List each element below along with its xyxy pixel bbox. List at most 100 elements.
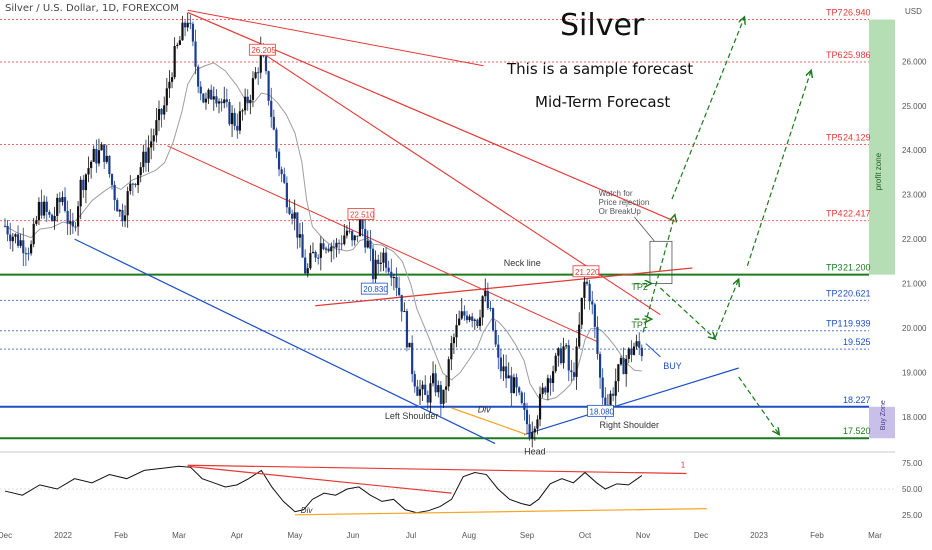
- watch-note: Price rejection: [599, 198, 650, 207]
- level-name: TP4: [826, 209, 843, 219]
- candle-body: [66, 210, 69, 224]
- candle-body: [58, 197, 61, 203]
- candle-body: [199, 86, 202, 94]
- level-value: 20.621: [843, 288, 871, 298]
- candle-body: [619, 358, 623, 365]
- candle-body: [505, 366, 508, 379]
- candle-body: [92, 148, 95, 162]
- candle-body: [468, 316, 471, 321]
- price-tick-label: 22.000: [902, 235, 927, 244]
- candle-body: [552, 371, 555, 384]
- candle-body: [225, 99, 228, 102]
- candle-body: [520, 392, 523, 404]
- osc-tick-label: 50.00: [902, 485, 923, 494]
- level-value: 24.129: [843, 132, 871, 142]
- candle-body: [518, 387, 521, 393]
- time-tick-label: 2023: [750, 531, 768, 540]
- candle-body: [450, 343, 453, 360]
- candle-body: [236, 125, 239, 131]
- price-label: 22.510: [350, 210, 375, 219]
- price-label-box: [360, 282, 388, 295]
- candle-body: [510, 375, 513, 393]
- candle-body: [536, 419, 539, 429]
- chart-title: Silver: [560, 8, 645, 43]
- candle-body: [131, 183, 134, 185]
- candle-body: [458, 318, 461, 326]
- candle-body: [489, 307, 492, 309]
- candle-body: [638, 341, 641, 348]
- time-tick-label: Jul: [406, 531, 416, 540]
- candle-body: [408, 342, 411, 348]
- watch-box: [649, 240, 673, 284]
- time-tick-label: Sep: [520, 531, 535, 540]
- candle-body: [121, 209, 124, 222]
- time-tick-label: Mar: [868, 531, 882, 540]
- candle-body: [387, 267, 390, 272]
- candle-body: [371, 248, 375, 280]
- candle-body: [238, 111, 241, 131]
- candle-body: [382, 252, 385, 263]
- candle-body: [178, 40, 181, 45]
- candle-body: [523, 403, 526, 410]
- price-label-box: [587, 404, 614, 417]
- candle-body: [356, 235, 359, 237]
- buy-pointer: [645, 343, 661, 358]
- candle-body: [601, 377, 604, 398]
- candle-body: [557, 348, 560, 356]
- candle-body: [210, 89, 213, 100]
- candle-body: [319, 243, 322, 258]
- candle-body: [45, 201, 48, 212]
- level-value: 19.525: [843, 337, 871, 347]
- candle-body: [228, 101, 231, 125]
- candle-body: [288, 207, 291, 214]
- candle-body: [343, 235, 346, 245]
- candle-body: [314, 251, 317, 258]
- candle-body: [635, 341, 638, 347]
- candle-body: [337, 242, 341, 244]
- price-label-box: [572, 265, 600, 278]
- time-tick-label: 2022: [54, 531, 72, 540]
- candle-body: [364, 229, 367, 248]
- candle-body: [403, 311, 406, 313]
- price-tick-label: 24.000: [902, 146, 927, 155]
- candle-body: [525, 409, 529, 425]
- candle-body: [27, 253, 30, 255]
- candle-body: [6, 225, 9, 235]
- candle-body: [170, 77, 174, 82]
- candle-body: [476, 319, 479, 326]
- candle-body: [3, 225, 7, 227]
- candle-body: [272, 116, 275, 130]
- candle-body: [144, 151, 148, 163]
- candle-body: [142, 151, 145, 168]
- candle-body: [197, 66, 200, 87]
- candle-body: [486, 291, 489, 308]
- level-value: 26.940: [843, 8, 871, 18]
- watch-note: Or BreakUp: [599, 207, 642, 216]
- candle-body: [150, 141, 153, 148]
- candle-body: [32, 223, 35, 245]
- price-label: 21.220: [575, 268, 600, 277]
- osc-divergence-line: [187, 465, 452, 494]
- candle-body: [353, 235, 356, 241]
- time-tick-label: Feb: [114, 531, 128, 540]
- candle-body: [264, 56, 268, 72]
- candle-body: [254, 72, 257, 79]
- time-tick-label: Aug: [462, 531, 476, 540]
- candle-body: [366, 240, 369, 248]
- candle-body: [465, 315, 469, 321]
- candle-body: [348, 230, 351, 232]
- candle-body: [24, 253, 27, 255]
- candle-body: [439, 385, 442, 404]
- candle-body: [100, 144, 103, 151]
- candle-body: [632, 346, 636, 355]
- candle-body: [497, 344, 500, 358]
- candle-body: [275, 129, 278, 152]
- candle-body: [277, 151, 281, 170]
- candle-body: [87, 168, 90, 175]
- level-value: 17.520: [843, 426, 871, 436]
- candle-body: [90, 161, 93, 169]
- candle-body: [559, 348, 563, 364]
- descending-trendline: [167, 145, 597, 342]
- candle-body: [541, 387, 544, 394]
- candle-body: [147, 147, 150, 163]
